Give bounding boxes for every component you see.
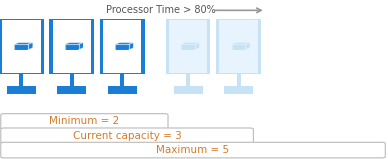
Polygon shape	[79, 42, 83, 50]
Bar	[50, 19, 94, 74]
Bar	[224, 86, 253, 94]
Polygon shape	[28, 42, 33, 50]
Bar	[217, 19, 261, 74]
Bar	[7, 86, 36, 94]
Text: Minimum = 2: Minimum = 2	[49, 117, 120, 126]
Bar	[186, 74, 190, 86]
Bar	[53, 20, 91, 73]
Bar	[2, 20, 40, 73]
FancyBboxPatch shape	[1, 142, 385, 158]
Polygon shape	[115, 42, 133, 44]
Bar	[237, 74, 241, 86]
Bar	[169, 20, 207, 73]
Bar	[19, 74, 23, 86]
Polygon shape	[195, 42, 199, 50]
FancyBboxPatch shape	[1, 114, 168, 129]
Polygon shape	[232, 42, 250, 44]
Bar	[166, 19, 210, 74]
Polygon shape	[14, 42, 33, 44]
Polygon shape	[181, 42, 199, 44]
Polygon shape	[65, 42, 83, 44]
Text: Current capacity = 3: Current capacity = 3	[73, 131, 182, 141]
Polygon shape	[129, 42, 133, 50]
Bar	[174, 86, 203, 94]
Text: Processor Time > 80%: Processor Time > 80%	[106, 5, 216, 15]
Polygon shape	[246, 42, 250, 50]
Bar	[115, 44, 129, 50]
Bar	[70, 74, 74, 86]
Bar	[14, 44, 28, 50]
Text: Maximum = 5: Maximum = 5	[156, 145, 230, 155]
Bar	[120, 74, 124, 86]
FancyBboxPatch shape	[1, 128, 253, 144]
Bar	[232, 44, 246, 50]
Bar	[181, 44, 195, 50]
Bar	[103, 20, 141, 73]
Bar	[220, 20, 258, 73]
Bar	[65, 44, 79, 50]
Bar	[100, 19, 144, 74]
Bar	[0, 19, 44, 74]
Bar	[108, 86, 137, 94]
Bar	[57, 86, 86, 94]
